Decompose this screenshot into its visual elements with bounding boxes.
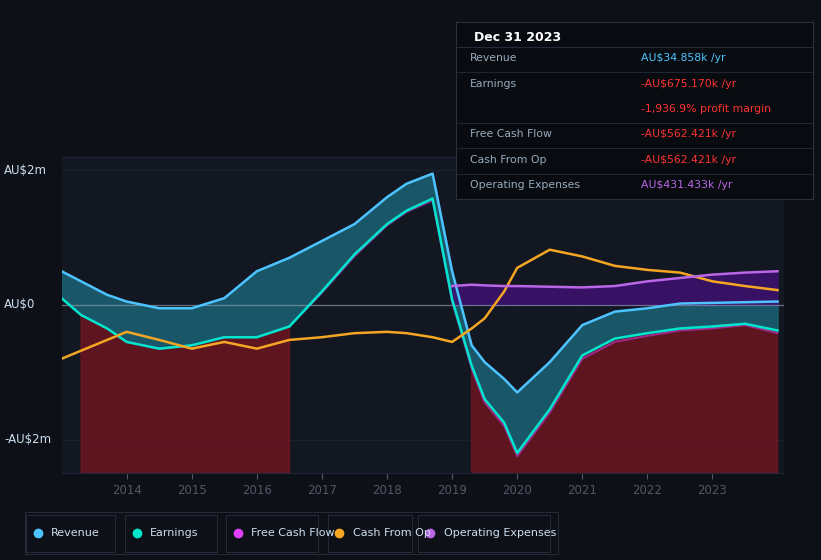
Text: Earnings: Earnings xyxy=(150,529,199,538)
Text: Cash From Op: Cash From Op xyxy=(470,155,547,165)
Text: -1,936.9% profit margin: -1,936.9% profit margin xyxy=(641,104,772,114)
Text: AU$2m: AU$2m xyxy=(4,164,47,177)
FancyBboxPatch shape xyxy=(125,515,217,552)
Text: Free Cash Flow: Free Cash Flow xyxy=(470,129,552,139)
Text: -AU$562.421k /yr: -AU$562.421k /yr xyxy=(641,129,736,139)
Text: AU$34.858k /yr: AU$34.858k /yr xyxy=(641,53,726,63)
Text: -AU$675.170k /yr: -AU$675.170k /yr xyxy=(641,79,736,88)
Text: AU$0: AU$0 xyxy=(4,298,35,311)
FancyBboxPatch shape xyxy=(328,515,411,552)
Text: Dec 31 2023: Dec 31 2023 xyxy=(474,31,561,44)
Text: Revenue: Revenue xyxy=(51,529,100,538)
Text: -AU$562.421k /yr: -AU$562.421k /yr xyxy=(641,155,736,165)
Text: Cash From Op: Cash From Op xyxy=(353,529,431,538)
Text: Revenue: Revenue xyxy=(470,53,517,63)
Text: Operating Expenses: Operating Expenses xyxy=(470,180,580,190)
FancyBboxPatch shape xyxy=(419,515,550,552)
Text: -AU$2m: -AU$2m xyxy=(4,433,51,446)
Text: Earnings: Earnings xyxy=(470,79,517,88)
FancyBboxPatch shape xyxy=(26,515,115,552)
FancyBboxPatch shape xyxy=(227,515,319,552)
Text: AU$431.433k /yr: AU$431.433k /yr xyxy=(641,180,732,190)
Text: Operating Expenses: Operating Expenses xyxy=(443,529,556,538)
Text: Free Cash Flow: Free Cash Flow xyxy=(251,529,335,538)
